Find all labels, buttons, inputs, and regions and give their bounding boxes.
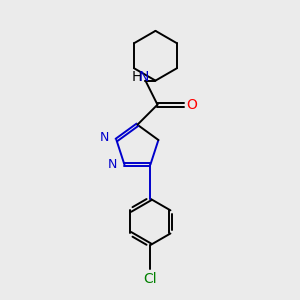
Text: N: N	[108, 158, 117, 171]
Text: O: O	[186, 98, 197, 112]
Text: Cl: Cl	[144, 272, 157, 286]
Text: H: H	[131, 70, 142, 84]
Text: N: N	[100, 131, 109, 145]
Text: N: N	[138, 70, 148, 84]
